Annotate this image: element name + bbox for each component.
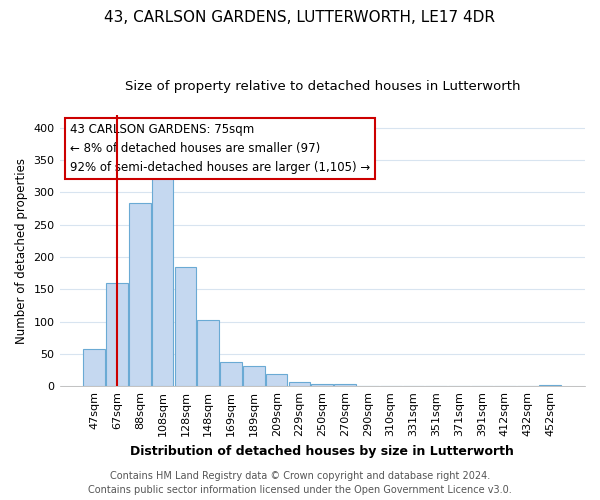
Bar xyxy=(83,350,105,386)
Bar xyxy=(106,283,128,386)
Bar xyxy=(197,320,219,386)
Text: 43 CARLSON GARDENS: 75sqm
← 8% of detached houses are smaller (97)
92% of semi-d: 43 CARLSON GARDENS: 75sqm ← 8% of detach… xyxy=(70,123,370,174)
Bar xyxy=(334,384,356,386)
Bar xyxy=(539,385,561,386)
Text: 43, CARLSON GARDENS, LUTTERWORTH, LE17 4DR: 43, CARLSON GARDENS, LUTTERWORTH, LE17 4… xyxy=(104,10,496,25)
Y-axis label: Number of detached properties: Number of detached properties xyxy=(15,158,28,344)
Bar xyxy=(266,374,287,386)
Bar xyxy=(129,203,151,386)
Bar xyxy=(220,362,242,386)
Text: Contains HM Land Registry data © Crown copyright and database right 2024.
Contai: Contains HM Land Registry data © Crown c… xyxy=(88,471,512,495)
Title: Size of property relative to detached houses in Lutterworth: Size of property relative to detached ho… xyxy=(125,80,520,93)
X-axis label: Distribution of detached houses by size in Lutterworth: Distribution of detached houses by size … xyxy=(130,444,514,458)
Bar xyxy=(289,382,310,386)
Bar xyxy=(175,266,196,386)
Bar xyxy=(152,174,173,386)
Bar xyxy=(243,366,265,386)
Bar xyxy=(311,384,333,386)
